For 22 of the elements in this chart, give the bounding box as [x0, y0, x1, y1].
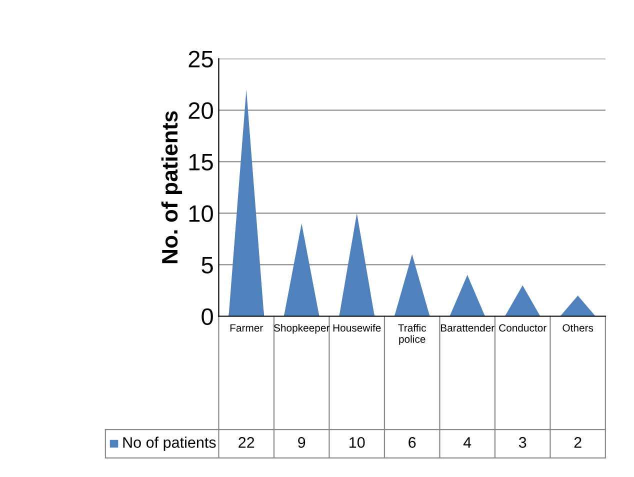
x-tick-label: Conductor: [499, 324, 546, 332]
y-tick-label: 0: [202, 308, 213, 326]
y-tick-label: 10: [189, 205, 213, 222]
data-label: 2: [574, 437, 582, 448]
x-tick-label: Shopkeeper: [274, 324, 330, 334]
data-label: 9: [298, 437, 306, 448]
x-tick-label: Housewife: [333, 324, 381, 332]
data-label: 6: [408, 437, 416, 448]
y-tick-label: 25: [188, 50, 213, 68]
y-tick-label: 5: [202, 257, 213, 274]
y-tick-label: 20: [188, 102, 213, 119]
data-label: 22: [238, 437, 254, 448]
x-tick-label: Barattender: [440, 324, 494, 332]
data-label: 4: [463, 437, 472, 448]
x-tick-label: Farmer: [230, 324, 263, 332]
legend-label: No of patients: [123, 436, 216, 451]
x-tick-label: Traffic police: [398, 324, 426, 345]
y-axis-title: No. of patients: [161, 111, 182, 264]
data-label: 10: [350, 437, 365, 448]
data-label: 3: [518, 437, 526, 448]
x-tick-label: Others: [562, 324, 594, 332]
y-tick-label: 15: [189, 154, 213, 170]
